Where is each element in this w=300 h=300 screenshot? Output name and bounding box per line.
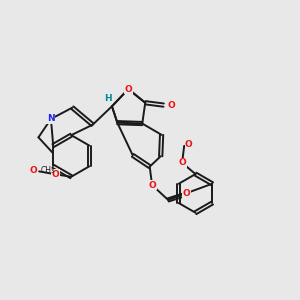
Text: O: O [29,166,37,175]
Text: O: O [178,158,186,167]
Text: O: O [183,190,191,199]
Text: O: O [148,181,156,190]
Text: O: O [124,85,132,94]
Text: CH₃: CH₃ [40,166,55,175]
Text: N: N [47,114,55,123]
Text: H: H [105,94,112,103]
Text: O: O [52,170,60,179]
Text: O: O [185,140,193,149]
Text: O: O [167,100,175,109]
